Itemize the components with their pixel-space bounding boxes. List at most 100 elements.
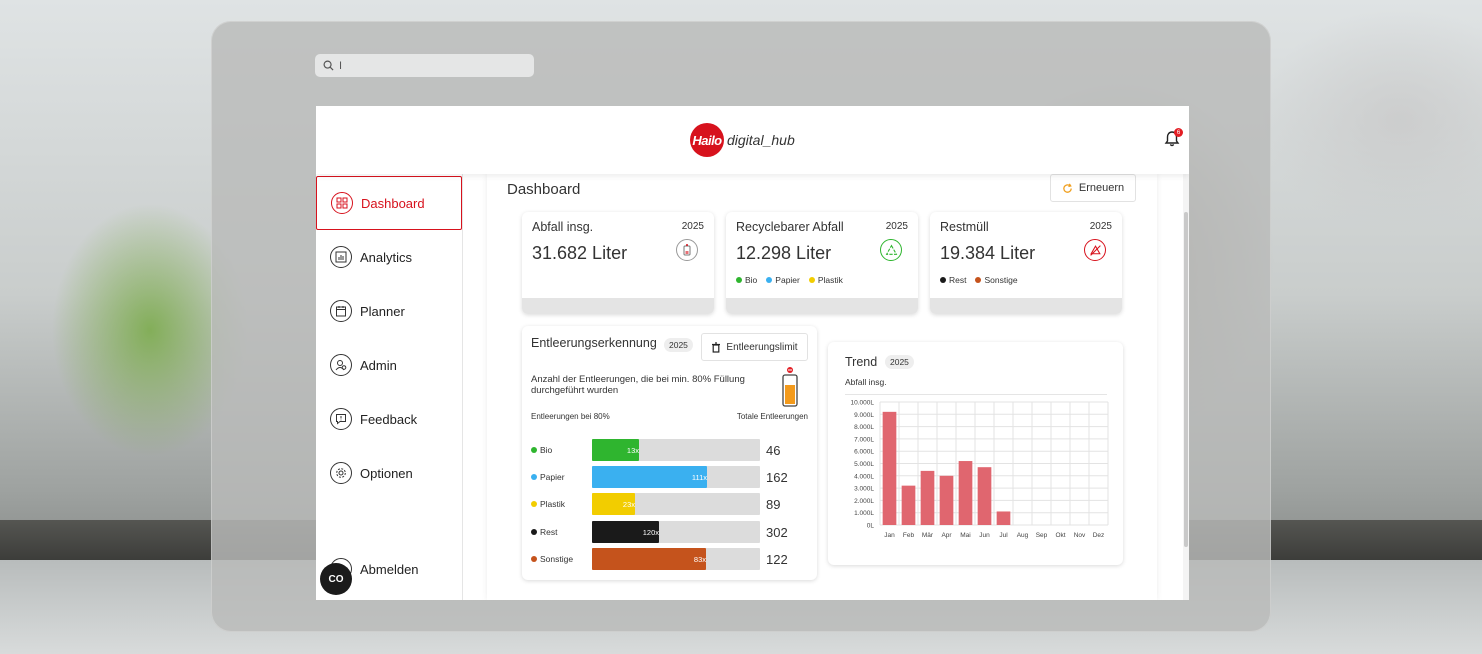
- sidebar-item-label: Feedback: [360, 411, 418, 427]
- dashboard-icon: [331, 192, 353, 214]
- row-label-text: Rest: [540, 527, 558, 537]
- y-tick-label: 1.000L: [854, 510, 874, 517]
- brand-name: digital_hub: [727, 132, 795, 148]
- bar-mai[interactable]: [958, 461, 973, 525]
- bar-value: 111x: [691, 472, 707, 482]
- y-tick-label: 10.000L: [851, 400, 875, 407]
- gear-icon: [330, 462, 352, 484]
- bar-apr[interactable]: [939, 475, 954, 525]
- row-label: Plastik: [531, 499, 565, 509]
- x-tick-label: Dez: [1093, 532, 1105, 539]
- emptying-row: Rest 120x 302: [531, 521, 811, 543]
- row-label: Rest: [531, 527, 557, 537]
- row-total: 122: [766, 552, 788, 567]
- year-badge: 2025: [885, 355, 914, 369]
- x-tick-label: Jan: [884, 532, 895, 539]
- bar-mär[interactable]: [920, 470, 935, 525]
- emptying-card: Entleerungserkennung 2025 Entleerungslim…: [522, 326, 817, 580]
- year-badge: 2025: [664, 338, 693, 352]
- trend-title: Trend: [845, 355, 878, 369]
- legend-label: Sonstige: [984, 275, 1018, 285]
- x-tick-label: Okt: [1055, 532, 1065, 539]
- stat-year: 2025: [885, 221, 908, 232]
- stat-value: 12.298 Liter: [736, 243, 832, 263]
- row-label-text: Plastik: [540, 499, 566, 509]
- bar-value: 13x: [626, 445, 639, 455]
- sidebar-item-label: Admin: [360, 357, 397, 373]
- trend-chart: 0L 1.000L 2.000L 3.000L 4.000L 5.000L 6.000L 7.…: [851, 400, 1109, 539]
- x-tick-label: Jul: [999, 532, 1008, 539]
- bar-value: 23x: [622, 499, 635, 509]
- sidebar: Dashboard Analytics Planner Admin Feedba…: [316, 174, 463, 600]
- sidebar-item-optionen[interactable]: Optionen: [316, 446, 462, 500]
- top-bar: Hailo digital_hub 6: [316, 106, 1189, 174]
- bar-jul[interactable]: [996, 511, 1011, 525]
- admin-icon: [330, 354, 352, 376]
- bar-value: 83x: [693, 554, 706, 564]
- bar-value: 120x: [642, 527, 659, 537]
- emptying-limit-button[interactable]: Entleerungslimit: [701, 333, 808, 361]
- emptying-row: Plastik 23x 89: [531, 493, 811, 515]
- recycle-icon: [880, 239, 902, 261]
- stat-year: 2025: [681, 221, 704, 232]
- x-tick-label: Jun: [979, 532, 990, 539]
- stat-title: Restmüll: [940, 220, 989, 234]
- x-tick-label: Aug: [1017, 532, 1029, 539]
- sidebar-item-dashboard[interactable]: Dashboard: [316, 176, 462, 230]
- y-tick-label: 6.000L: [854, 449, 874, 456]
- emptying-description: Anzahl der Entleerungen, die bei min. 80…: [531, 374, 745, 396]
- stat-card-total: Abfall insg. 2025 31.682 Liter: [522, 212, 714, 314]
- app-window: Hailo digital_hub 6 Dashboard Analytics …: [316, 106, 1189, 600]
- sidebar-item-analytics[interactable]: Analytics: [316, 230, 462, 284]
- no-recycle-icon: [1084, 239, 1106, 261]
- scrollbar-thumb[interactable]: [1184, 212, 1188, 547]
- legend-item: Papier: [766, 275, 800, 285]
- bar-fill: 83x: [592, 548, 706, 570]
- emptying-row: Papier 111x 162: [531, 466, 811, 488]
- stat-value: 19.384 Liter: [940, 243, 1036, 263]
- refresh-button[interactable]: Erneuern: [1050, 174, 1136, 202]
- row-label-text: Sonstige: [540, 554, 574, 564]
- hailo-logo: Hailo: [690, 123, 724, 157]
- row-total: 162: [766, 470, 788, 485]
- legend-item: Sonstige: [975, 275, 1018, 285]
- refresh-icon: [1063, 183, 1072, 193]
- column-header-80: Entleerungen bei 80%: [531, 412, 610, 421]
- sidebar-item-admin[interactable]: Admin: [316, 338, 462, 392]
- notification-badge: 6: [1174, 128, 1183, 137]
- legend-label: Plastik: [817, 275, 843, 285]
- row-label-text: Bio: [540, 445, 553, 455]
- stat-title: Recyclebarer Abfall: [736, 220, 844, 234]
- fill-level-icon: [782, 367, 798, 407]
- y-tick-label: 8.000L: [854, 424, 874, 431]
- bar-feb[interactable]: [901, 485, 916, 525]
- card-footer: [522, 298, 714, 314]
- search-input[interactable]: I: [339, 59, 343, 72]
- stat-card-residual: Restmüll 2025 19.384 Liter Rest Sonstige: [930, 212, 1122, 314]
- trend-card: Trend 2025 Abfall insg. 0L 1.000L 2.000L 3.…: [828, 342, 1123, 565]
- legend-label: Papier: [775, 275, 800, 285]
- sidebar-item-label: Analytics: [360, 249, 413, 265]
- bar-jun[interactable]: [977, 467, 992, 525]
- analytics-icon: [330, 246, 352, 268]
- feedback-icon: [330, 408, 352, 430]
- row-total: 46: [766, 443, 781, 458]
- stat-legend: Bio Papier Plastik: [736, 275, 843, 285]
- stat-value: 31.682 Liter: [532, 243, 628, 263]
- row-label-text: Papier: [540, 472, 565, 482]
- divider: [845, 394, 1107, 395]
- search-bar[interactable]: I: [315, 54, 534, 77]
- sidebar-item-label: Planner: [360, 303, 405, 319]
- sidebar-item-planner[interactable]: Planner: [316, 284, 462, 338]
- brand[interactable]: Hailo digital_hub: [690, 123, 795, 157]
- cookie-consent-button[interactable]: CO: [320, 563, 352, 595]
- bar-jan[interactable]: [882, 411, 897, 525]
- x-tick-label: Mai: [960, 532, 970, 539]
- sidebar-item-feedback[interactable]: Feedback: [316, 392, 462, 446]
- emptying-row: Bio 13x 46: [531, 439, 811, 461]
- y-tick-label: 7.000L: [854, 436, 874, 443]
- logout-label: Abmelden: [360, 561, 419, 577]
- bar-fill: 120x: [592, 521, 659, 543]
- card-footer: [930, 298, 1122, 314]
- card-footer: [726, 298, 918, 314]
